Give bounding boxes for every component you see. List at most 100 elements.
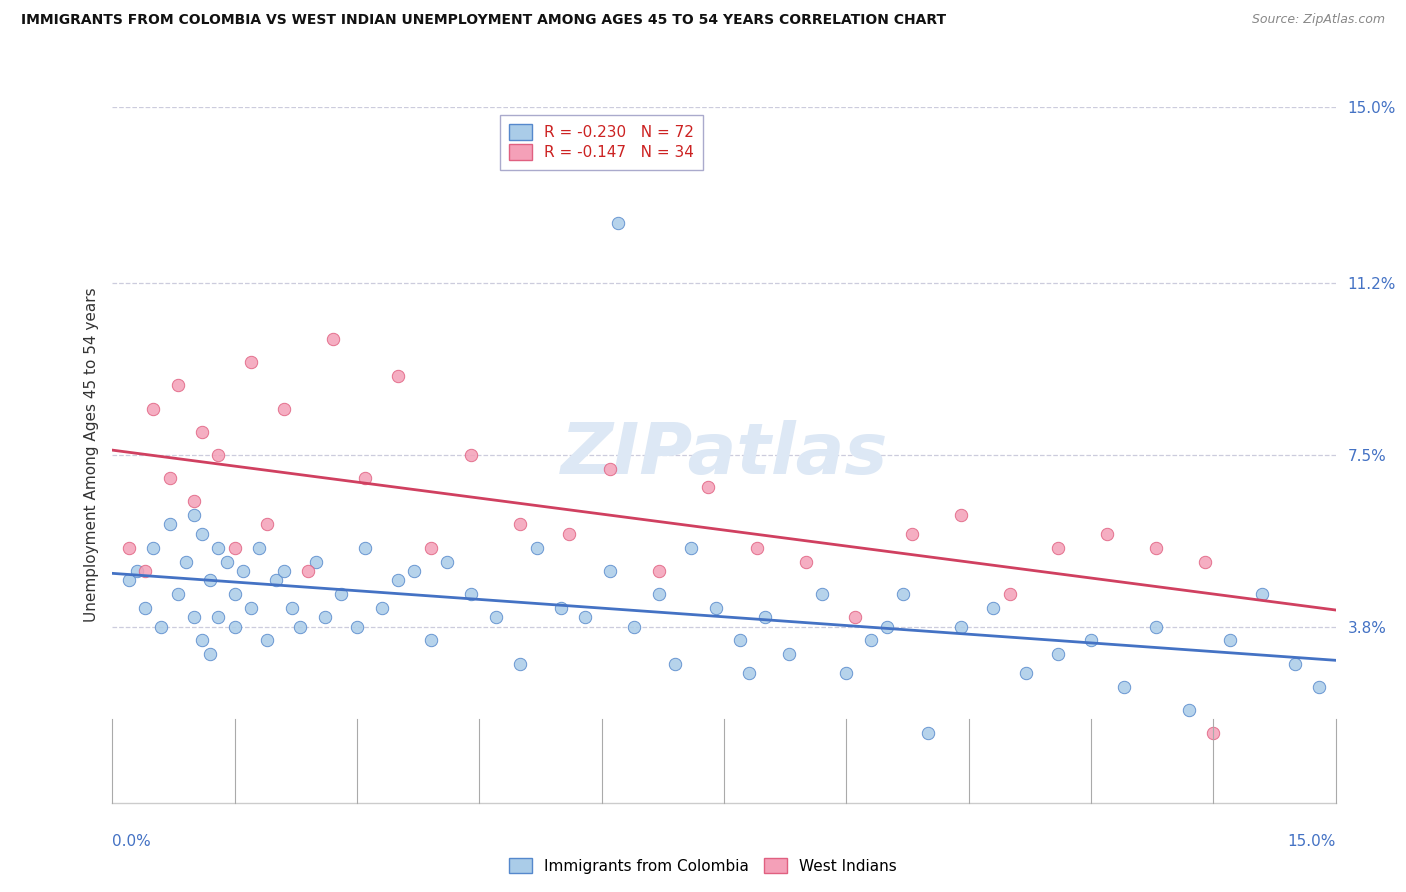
Point [134, 601, 156, 615]
Point [125, 564, 148, 578]
Point [118, 573, 141, 587]
Point [664, 657, 686, 671]
Point [134, 564, 156, 578]
Point [264, 573, 287, 587]
Point [354, 541, 377, 555]
Point [346, 619, 368, 633]
Point [509, 657, 531, 671]
Point [224, 619, 246, 633]
Point [240, 601, 263, 615]
Point [607, 216, 630, 230]
Point [981, 601, 1004, 615]
Point [599, 564, 621, 578]
Point [354, 471, 377, 485]
Point [1080, 633, 1102, 648]
Point [436, 555, 458, 569]
Point [1219, 633, 1241, 648]
Point [794, 555, 817, 569]
Point [1194, 555, 1216, 569]
Point [142, 541, 165, 555]
Point [224, 541, 246, 555]
Point [273, 401, 295, 416]
Point [704, 601, 727, 615]
Point [142, 401, 165, 416]
Point [207, 541, 229, 555]
Point [215, 555, 238, 569]
Point [509, 517, 531, 532]
Point [281, 601, 304, 615]
Point [648, 587, 671, 601]
Point [1284, 657, 1306, 671]
Point [949, 508, 972, 523]
Point [1112, 680, 1135, 694]
Point [745, 541, 768, 555]
Point [256, 517, 278, 532]
Legend: R = -0.230   N = 72, R = -0.147   N = 34: R = -0.230 N = 72, R = -0.147 N = 34 [501, 115, 703, 169]
Point [419, 541, 441, 555]
Point [166, 378, 188, 392]
Text: Source: ZipAtlas.com: Source: ZipAtlas.com [1251, 13, 1385, 27]
Point [387, 369, 409, 384]
Y-axis label: Unemployment Among Ages 45 to 54 years: Unemployment Among Ages 45 to 54 years [83, 287, 98, 623]
Point [574, 610, 596, 624]
Point [1144, 541, 1167, 555]
Point [305, 555, 328, 569]
Point [949, 619, 972, 633]
Point [1144, 619, 1167, 633]
Point [696, 480, 718, 494]
Point [370, 601, 392, 615]
Point [1015, 665, 1038, 680]
Point [247, 541, 270, 555]
Point [314, 610, 336, 624]
Point [150, 619, 173, 633]
Point [273, 564, 295, 578]
Point [200, 573, 222, 587]
Point [648, 564, 671, 578]
Point [322, 332, 344, 346]
Point [1308, 680, 1330, 694]
Legend: Immigrants from Colombia, West Indians: Immigrants from Colombia, West Indians [503, 852, 903, 880]
Point [419, 633, 441, 648]
Point [526, 541, 548, 555]
Point [191, 526, 214, 541]
Point [191, 425, 214, 439]
Point [207, 610, 229, 624]
Point [893, 587, 915, 601]
Point [623, 619, 645, 633]
Point [191, 633, 214, 648]
Point [558, 526, 581, 541]
Point [778, 648, 800, 662]
Point [859, 633, 882, 648]
Point [550, 601, 572, 615]
Point [1047, 541, 1070, 555]
Point [329, 587, 352, 601]
Text: 0.0%: 0.0% [112, 834, 152, 849]
Point [1251, 587, 1274, 601]
Point [240, 355, 263, 369]
Point [256, 633, 278, 648]
Point [460, 587, 482, 601]
Point [876, 619, 898, 633]
Point [207, 448, 229, 462]
Point [232, 564, 254, 578]
Point [1047, 648, 1070, 662]
Point [159, 471, 181, 485]
Point [1202, 726, 1225, 740]
Point [811, 587, 834, 601]
Point [288, 619, 311, 633]
Point [460, 448, 482, 462]
Point [183, 508, 205, 523]
Point [200, 648, 222, 662]
Point [183, 610, 205, 624]
Point [730, 633, 752, 648]
Point [174, 555, 197, 569]
Point [485, 610, 508, 624]
Text: 15.0%: 15.0% [1288, 834, 1336, 849]
Point [118, 541, 141, 555]
Point [835, 665, 858, 680]
Point [737, 665, 759, 680]
Point [754, 610, 776, 624]
Point [1178, 703, 1201, 717]
Point [599, 462, 621, 476]
Point [224, 587, 246, 601]
